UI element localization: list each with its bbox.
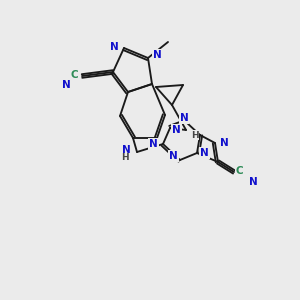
Text: N: N — [200, 148, 209, 158]
Text: C: C — [70, 70, 78, 80]
Text: N: N — [169, 151, 178, 161]
Text: H: H — [191, 130, 199, 140]
Text: N: N — [149, 139, 158, 149]
Text: N: N — [61, 80, 70, 90]
Text: N: N — [122, 145, 131, 155]
Text: N: N — [220, 138, 229, 148]
Text: C: C — [236, 166, 244, 176]
Text: N: N — [110, 42, 119, 52]
Text: H: H — [121, 154, 129, 163]
Text: N: N — [249, 177, 258, 187]
Text: N: N — [172, 125, 181, 135]
Text: N: N — [180, 113, 188, 123]
Text: N: N — [153, 50, 162, 60]
